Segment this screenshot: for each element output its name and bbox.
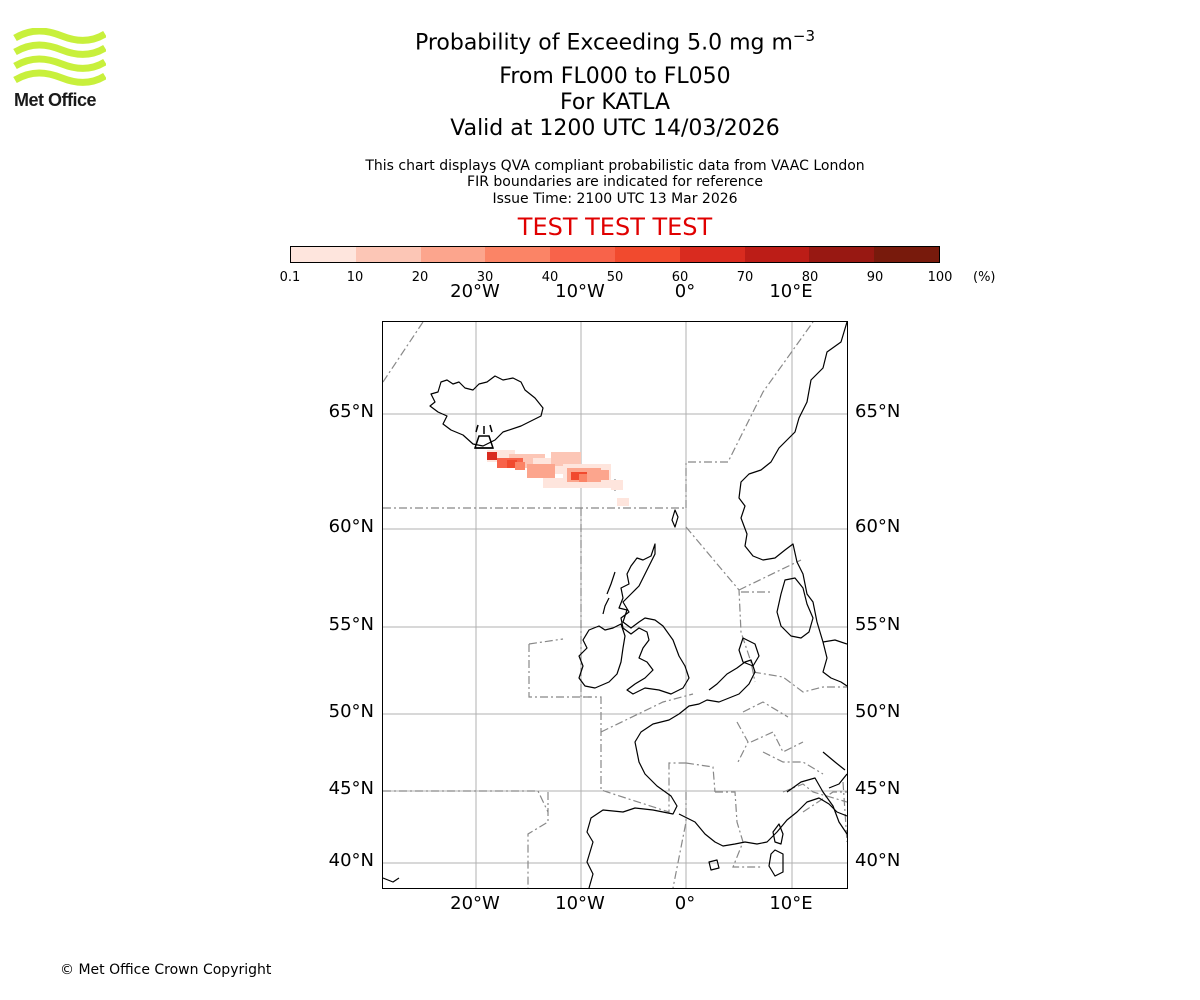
longitude-label: 0° bbox=[674, 893, 696, 914]
colorbar-segment bbox=[744, 247, 810, 262]
flight-levels: From FL000 to FL050 bbox=[499, 64, 731, 89]
colorbar-segment bbox=[809, 247, 875, 262]
longitude-label: 10°W bbox=[555, 893, 605, 914]
latitude-label-left: 40°N bbox=[328, 850, 374, 871]
graticule bbox=[383, 322, 847, 888]
met-office-wave-logo-icon bbox=[13, 27, 107, 86]
latitude-label-right: 65°N bbox=[855, 401, 901, 422]
colorbar-tick-label: 80 bbox=[801, 270, 819, 285]
latitude-label-right: 40°N bbox=[855, 850, 901, 871]
colorbar-segment bbox=[550, 247, 615, 262]
volcano-name: For KATLA bbox=[560, 90, 670, 115]
longitude-label: 20°W bbox=[450, 281, 500, 302]
colorbar-segment bbox=[420, 247, 486, 262]
latitude-label-left: 50°N bbox=[328, 701, 374, 722]
test-banner: TEST TEST TEST bbox=[517, 213, 713, 241]
fir-boundaries bbox=[383, 322, 847, 888]
colorbar-segment bbox=[874, 247, 939, 262]
colorbar-tick-label: 20 bbox=[411, 270, 429, 285]
colorbar-tick-label: 40 bbox=[541, 270, 559, 285]
colorbar-tick-label: 0.1 bbox=[279, 270, 301, 285]
volcano-icon bbox=[473, 424, 495, 449]
fir-note: FIR boundaries are indicated for referen… bbox=[467, 174, 763, 190]
colorbar-segment bbox=[614, 247, 680, 262]
colorbar-tick-label: 30 bbox=[476, 270, 494, 285]
colorbar-unit: (%) bbox=[973, 270, 996, 285]
colorbar-segment bbox=[291, 247, 356, 262]
latitude-label-left: 55°N bbox=[328, 614, 374, 635]
ash-plume bbox=[487, 450, 629, 506]
colorbar-tick-label: 70 bbox=[736, 270, 754, 285]
longitude-label: 10°E bbox=[769, 281, 813, 302]
colorbar-tick-label: 100 bbox=[927, 270, 953, 285]
latitude-label-left: 65°N bbox=[328, 401, 374, 422]
logo-text: Met Office bbox=[14, 90, 97, 110]
coastlines bbox=[383, 322, 847, 888]
latitude-label-right: 45°N bbox=[855, 778, 901, 799]
copyright: © Met Office Crown Copyright bbox=[60, 962, 272, 978]
colorbar-tick-label: 90 bbox=[866, 270, 884, 285]
title-exponent: −3 bbox=[792, 27, 816, 45]
colorbar bbox=[290, 246, 940, 263]
issue-time: Issue Time: 2100 UTC 13 Mar 2026 bbox=[492, 191, 738, 207]
longitude-label: 10°W bbox=[555, 281, 605, 302]
valid-time: Valid at 1200 UTC 14/03/2026 bbox=[450, 116, 780, 141]
longitude-label: 0° bbox=[674, 281, 696, 302]
latitude-label-left: 60°N bbox=[328, 516, 374, 537]
latitude-label-right: 55°N bbox=[855, 614, 901, 635]
latitude-label-left: 45°N bbox=[328, 778, 374, 799]
colorbar-tick-label: 60 bbox=[671, 270, 689, 285]
met-office-logo: Met Office bbox=[12, 27, 112, 118]
colorbar-segment bbox=[355, 247, 421, 262]
map-panel bbox=[382, 321, 848, 889]
longitude-label: 20°W bbox=[450, 893, 500, 914]
colorbar-tick-label: 10 bbox=[346, 270, 364, 285]
longitude-label: 10°E bbox=[769, 893, 813, 914]
title-text: Probability of Exceeding 5.0 mg m bbox=[414, 30, 793, 56]
colorbar-tick-label: 50 bbox=[606, 270, 624, 285]
chart-title: Probability of Exceeding 5.0 mg m−3 bbox=[315, 27, 915, 55]
colorbar-segment bbox=[679, 247, 745, 262]
latitude-label-right: 50°N bbox=[855, 701, 901, 722]
chart-note: This chart displays QVA compliant probab… bbox=[365, 158, 865, 174]
latitude-label-right: 60°N bbox=[855, 516, 901, 537]
map-canvas bbox=[383, 322, 847, 888]
colorbar-segment bbox=[485, 247, 551, 262]
